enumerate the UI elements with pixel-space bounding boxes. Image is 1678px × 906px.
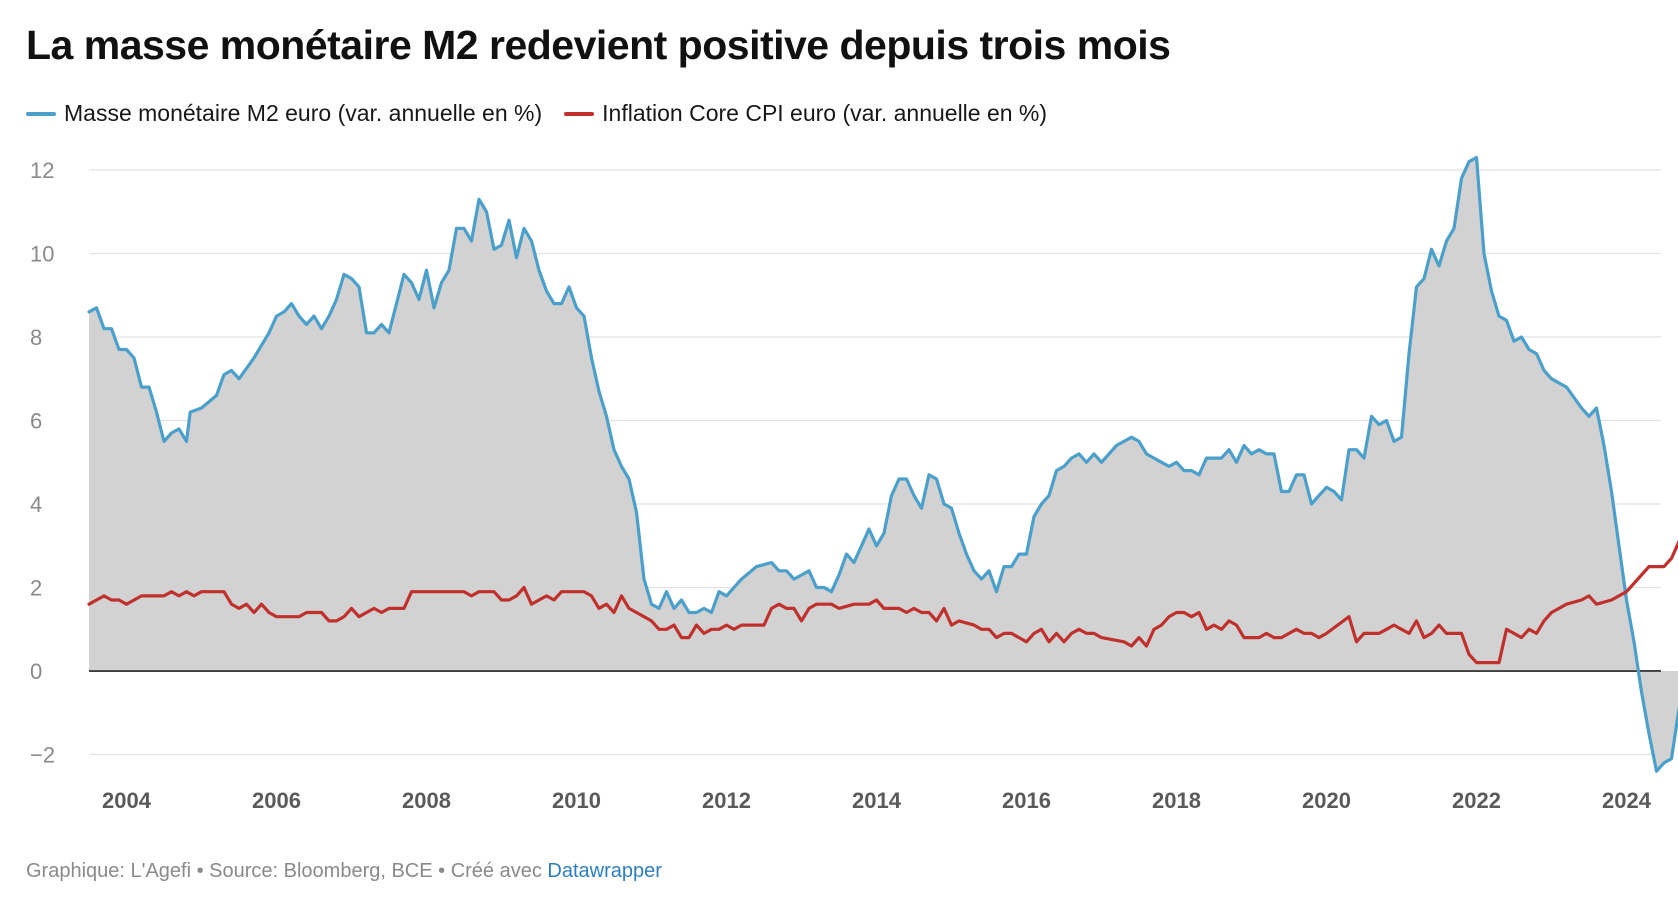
x-tick-label: 2020 (1302, 788, 1351, 813)
legend: Masse monétaire M2 euro (var. annuelle e… (26, 100, 1047, 127)
x-tick-label: 2004 (102, 788, 152, 813)
legend-item-m2: Masse monétaire M2 euro (var. annuelle e… (26, 100, 542, 127)
x-tick-label: 2006 (252, 788, 301, 813)
footer-credit: Graphique: L'Agefi • Source: Bloomberg, … (26, 860, 542, 882)
legend-swatch-inflation (564, 111, 595, 116)
y-tick-label: 0 (30, 659, 42, 684)
x-tick-label: 2010 (552, 788, 601, 813)
y-tick-label: 2 (30, 576, 42, 601)
m2-series-line (87, 155, 1678, 773)
legend-swatch-m2 (26, 111, 56, 116)
y-tick-label: 10 (30, 242, 54, 267)
legend-item-inflation: Inflation Core CPI euro (var. annuelle e… (564, 100, 1047, 127)
inflation-series-line (87, 539, 1678, 665)
footer: Graphique: L'Agefi • Source: Bloomberg, … (26, 860, 662, 883)
y-tick-label: −2 (30, 743, 55, 768)
x-tick-label: 2008 (402, 788, 451, 813)
x-tick-label: 2016 (1002, 788, 1051, 813)
chart-title: La masse monétaire M2 redevient positive… (26, 22, 1171, 68)
x-tick-label: 2014 (852, 788, 902, 813)
m2-area (89, 157, 1678, 772)
y-tick-label: 6 (30, 409, 42, 434)
x-tick-label: 2022 (1452, 788, 1501, 813)
y-tick-label: 12 (30, 158, 54, 183)
legend-label-inflation: Inflation Core CPI euro (var. annuelle e… (602, 100, 1048, 126)
legend-label-m2: Masse monétaire M2 euro (var. annuelle e… (64, 100, 543, 126)
x-tick-label: 2024 (1602, 788, 1652, 813)
y-tick-label: 4 (30, 492, 42, 517)
x-tick-label: 2012 (702, 788, 751, 813)
x-tick-label: 2018 (1152, 788, 1201, 813)
y-tick-label: 8 (30, 325, 42, 350)
datawrapper-link[interactable]: Datawrapper (547, 860, 662, 882)
